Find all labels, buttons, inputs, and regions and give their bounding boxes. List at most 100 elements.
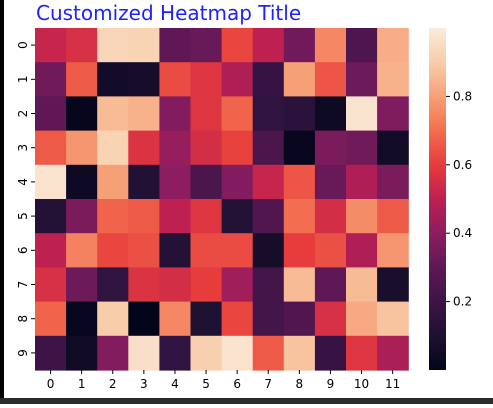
x-tick-label: 10 bbox=[354, 377, 369, 391]
heatmap-cell bbox=[97, 164, 129, 200]
heatmap-cell bbox=[221, 130, 254, 166]
heatmap-cell bbox=[377, 164, 409, 200]
heatmap-cell bbox=[159, 164, 192, 200]
heatmap-cell bbox=[314, 62, 347, 97]
y-tick-label: 9 bbox=[16, 349, 30, 357]
heatmap-cell bbox=[377, 301, 409, 337]
heatmap-cell bbox=[377, 233, 409, 268]
heatmap-cell bbox=[97, 62, 129, 97]
heatmap-cell bbox=[66, 164, 98, 200]
heatmap-cell bbox=[377, 335, 409, 371]
heatmap-cell bbox=[346, 335, 378, 371]
heatmap-cell bbox=[159, 301, 192, 337]
heatmap-cell bbox=[346, 301, 378, 337]
heatmap-cell bbox=[314, 164, 347, 200]
heatmap-cell bbox=[66, 199, 98, 234]
heatmap-cell bbox=[377, 199, 409, 234]
heatmap-cell bbox=[314, 96, 347, 132]
heatmap-cell bbox=[190, 28, 223, 63]
x-tick-label: 1 bbox=[78, 377, 86, 391]
heatmap-cells bbox=[35, 28, 409, 371]
heatmap-cell bbox=[97, 335, 129, 371]
heatmap-cell bbox=[159, 28, 192, 63]
heatmap-cell bbox=[221, 96, 254, 132]
heatmap-cell bbox=[97, 301, 129, 337]
heatmap-cell bbox=[283, 199, 316, 234]
heatmap-cell bbox=[35, 28, 67, 63]
heatmap-cell bbox=[252, 62, 285, 97]
heatmap-cell bbox=[128, 96, 160, 132]
heatmap-cell bbox=[252, 28, 285, 63]
colorbar-gradient bbox=[429, 28, 446, 370]
y-tick-label: 1 bbox=[16, 75, 30, 83]
heatmap-cell bbox=[35, 199, 67, 234]
heatmap-cell bbox=[221, 164, 254, 200]
heatmap-cell bbox=[190, 267, 223, 303]
heatmap-cell bbox=[159, 335, 192, 371]
heatmap-cell bbox=[190, 301, 223, 337]
heatmap-cell bbox=[221, 267, 254, 303]
heatmap-cell bbox=[346, 267, 378, 303]
heatmap-cell bbox=[221, 301, 254, 337]
heatmap-cell bbox=[252, 267, 285, 303]
heatmap-cell bbox=[66, 28, 98, 63]
x-tick-label: 0 bbox=[47, 377, 55, 391]
heatmap-cell bbox=[128, 28, 160, 63]
y-tick-label: 8 bbox=[16, 315, 30, 323]
y-axis-ticks: 0 1 2 3 4 5 6 7 8 9 bbox=[16, 41, 35, 357]
x-axis-ticks: 0 1 2 3 4 5 6 7 8 9 10 11 bbox=[47, 370, 400, 391]
heatmap-cell bbox=[314, 301, 347, 337]
heatmap-cell bbox=[252, 335, 285, 371]
x-tick-label: 4 bbox=[171, 377, 179, 391]
y-tick-label: 7 bbox=[16, 281, 30, 289]
heatmap-cell bbox=[252, 233, 285, 268]
heatmap-cell bbox=[66, 96, 98, 132]
left-edge-strip bbox=[0, 0, 4, 404]
heatmap-cell bbox=[159, 130, 192, 166]
heatmap-cell bbox=[377, 62, 409, 97]
heatmap-cell bbox=[283, 164, 316, 200]
heatmap-cell bbox=[283, 335, 316, 371]
heatmap-cell bbox=[190, 335, 223, 371]
y-tick-label: 2 bbox=[16, 110, 30, 118]
heatmap-cell bbox=[346, 164, 378, 200]
heatmap-cell bbox=[35, 335, 67, 371]
heatmap-cell bbox=[221, 62, 254, 97]
heatmap-cell bbox=[190, 130, 223, 166]
heatmap-cell bbox=[252, 164, 285, 200]
x-tick-label: 9 bbox=[327, 377, 335, 391]
heatmap-cell bbox=[128, 164, 160, 200]
heatmap-cell bbox=[190, 233, 223, 268]
heatmap-cell bbox=[35, 267, 67, 303]
y-tick-label: 5 bbox=[16, 212, 30, 220]
colorbar-tick-label: 0.4 bbox=[453, 226, 472, 240]
heatmap-cell bbox=[35, 96, 67, 132]
heatmap-cell bbox=[346, 233, 378, 268]
heatmap-cell bbox=[314, 199, 347, 234]
heatmap-cell bbox=[97, 199, 129, 234]
heatmap-cell bbox=[35, 62, 67, 97]
x-tick-label: 3 bbox=[140, 377, 148, 391]
x-tick-label: 8 bbox=[296, 377, 304, 391]
heatmap-cell bbox=[283, 233, 316, 268]
heatmap-cell bbox=[252, 96, 285, 132]
heatmap-cell bbox=[314, 335, 347, 371]
y-tick-label: 3 bbox=[16, 144, 30, 152]
heatmap-cell bbox=[283, 130, 316, 166]
heatmap-cell bbox=[190, 164, 223, 200]
heatmap-cell bbox=[159, 96, 192, 132]
heatmap-cell bbox=[283, 96, 316, 132]
heatmap-cell bbox=[97, 267, 129, 303]
heatmap-cell bbox=[66, 233, 98, 268]
heatmap-cell bbox=[221, 28, 254, 63]
heatmap-cell bbox=[252, 130, 285, 166]
colorbar-tick-label: 0.8 bbox=[453, 89, 472, 103]
heatmap-cell bbox=[252, 199, 285, 234]
heatmap-cell bbox=[128, 267, 160, 303]
heatmap-cell bbox=[283, 28, 316, 63]
heatmap-cell bbox=[377, 130, 409, 166]
x-tick-label: 6 bbox=[233, 377, 241, 391]
heatmap-cell bbox=[221, 233, 254, 268]
y-tick-label: 0 bbox=[16, 41, 30, 49]
